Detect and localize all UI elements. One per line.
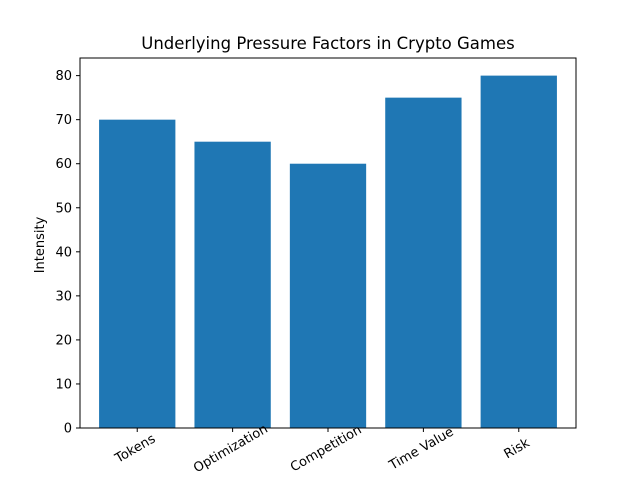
bar-competition: [289, 163, 367, 428]
x-tick-label: Tokens: [112, 431, 158, 466]
x-tick-label: Competition: [288, 423, 364, 476]
y-tick-label: 40: [55, 245, 72, 260]
bar-optimization: [194, 141, 271, 428]
x-tick-label: Risk: [502, 436, 533, 463]
y-tick-label: 60: [55, 157, 72, 172]
y-tick-label: 30: [55, 289, 72, 304]
bar-time-value: [385, 97, 462, 429]
bars-group: [99, 75, 557, 429]
chart-title: Underlying Pressure Factors in Crypto Ga…: [141, 34, 514, 53]
y-axis: 0 10 20 30 40 50 60 70 80: [55, 69, 80, 437]
x-tick-label: Time Value: [386, 425, 456, 474]
plot-frame: [79, 57, 577, 429]
bar-risk: [480, 75, 557, 428]
y-tick-label: 0: [64, 422, 72, 437]
y-tick-label: 10: [55, 377, 72, 392]
y-tick-label: 20: [55, 333, 72, 348]
y-tick-label: 70: [55, 113, 72, 128]
x-axis: Tokens Optimization Competition Time Value R…: [112, 422, 533, 477]
y-tick-label: 80: [55, 69, 72, 84]
y-tick-label: 50: [55, 201, 72, 216]
bar-tokens: [99, 119, 176, 429]
x-tick-label: Optimization: [191, 422, 271, 477]
y-axis-label: Intensity: [33, 216, 48, 273]
